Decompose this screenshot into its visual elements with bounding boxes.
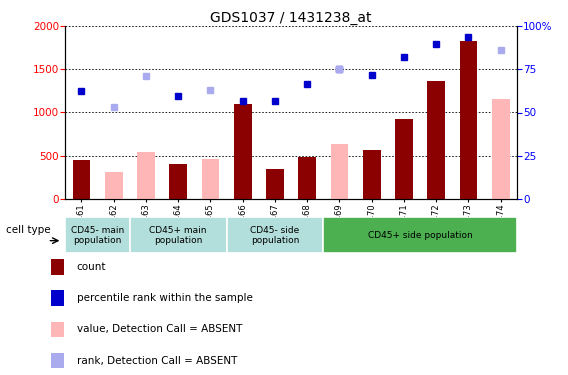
Bar [460,41,477,199]
Bar [51,259,64,275]
Bar [266,169,284,199]
Text: CD45- main
population: CD45- main population [71,226,124,245]
Bar [227,217,323,253]
Bar [51,290,64,306]
Bar [331,144,348,199]
Bar [169,164,187,199]
Text: value, Detection Call = ABSENT: value, Detection Call = ABSENT [77,324,242,334]
Text: CD45+ side population: CD45+ side population [367,231,473,240]
Text: CD45+ main
population: CD45+ main population [149,226,207,245]
Bar [395,119,413,199]
Text: count: count [77,262,106,272]
Title: GDS1037 / 1431238_at: GDS1037 / 1431238_at [210,11,372,25]
Bar [234,104,252,199]
Text: rank, Detection Call = ABSENT: rank, Detection Call = ABSENT [77,356,237,366]
Bar [298,158,316,199]
Bar [65,217,130,253]
Bar [427,81,445,199]
Text: CD45- side
population: CD45- side population [250,226,299,245]
Bar [73,160,90,199]
Bar [105,172,123,199]
Bar [363,150,381,199]
Bar [130,217,227,253]
Bar [51,353,64,368]
Text: cell type: cell type [6,225,51,235]
Bar [492,99,509,199]
Bar [202,159,219,199]
Bar [323,217,517,253]
Bar [51,322,64,337]
Bar [137,152,155,199]
Text: percentile rank within the sample: percentile rank within the sample [77,293,253,303]
